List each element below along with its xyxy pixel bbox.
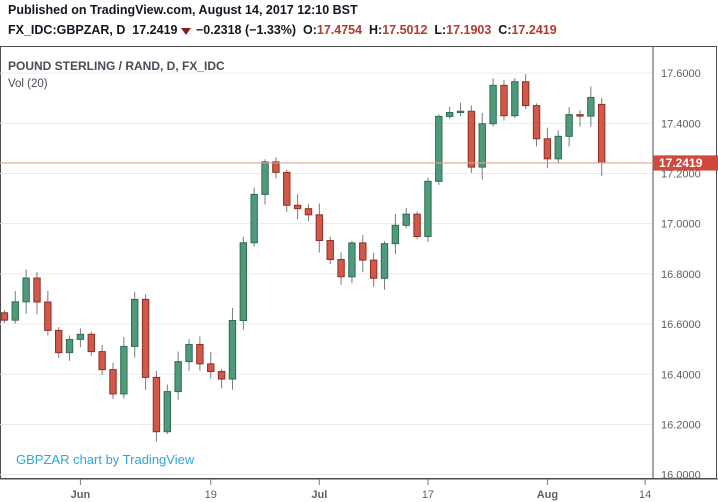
svg-text:16.6000: 16.6000 bbox=[661, 319, 701, 331]
svg-text:17.6000: 17.6000 bbox=[661, 68, 701, 80]
svg-text:POUND STERLING / RAND, D, FX_I: POUND STERLING / RAND, D, FX_IDC bbox=[8, 59, 225, 73]
svg-text:16.4000: 16.4000 bbox=[661, 369, 701, 381]
svg-text:Jun: Jun bbox=[71, 489, 91, 501]
svg-text:16.8000: 16.8000 bbox=[661, 269, 701, 281]
svg-text:14: 14 bbox=[639, 489, 651, 501]
svg-text:Aug: Aug bbox=[537, 489, 558, 501]
svg-text:19: 19 bbox=[205, 489, 217, 501]
svg-text:Jul: Jul bbox=[311, 489, 327, 501]
svg-text:Vol (20): Vol (20) bbox=[8, 78, 48, 90]
svg-text:17.0000: 17.0000 bbox=[661, 219, 701, 231]
svg-text:17.2419: 17.2419 bbox=[659, 156, 703, 170]
svg-text:17.4000: 17.4000 bbox=[661, 118, 701, 130]
svg-text:16.2000: 16.2000 bbox=[661, 419, 701, 431]
svg-text:GBPZAR chart by TradingView: GBPZAR chart by TradingView bbox=[16, 452, 195, 467]
svg-text:17: 17 bbox=[422, 489, 434, 501]
svg-text:16.0000: 16.0000 bbox=[661, 470, 701, 482]
